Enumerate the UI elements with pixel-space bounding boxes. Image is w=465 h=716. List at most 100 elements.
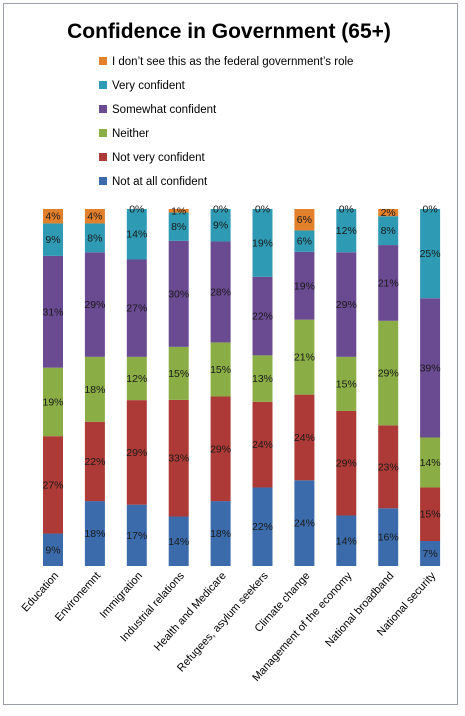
bar-segment-not-at-all-confident-education: [43, 533, 63, 566]
bar-segment-i-don-t-see-this-as-the-federal-government-s-role-education: [43, 209, 63, 224]
legend-swatch-not-at-all-confident: [99, 177, 107, 185]
bar-segment-not-very-confident-national-broadband: [378, 425, 399, 509]
data-label-somewhat-confident-health-and-medicare: 28%: [210, 286, 231, 298]
bar-segment-not-at-all-confident-health-and-medicare: [210, 501, 231, 566]
plot-area: 9% 27% 19% 31% 9% 4% 18% 22% 18% 29% 8% 4% 17% 29% 12%…: [42, 204, 441, 566]
data-label-neither-national-broadband: 29%: [378, 368, 399, 380]
data-label-not-very-confident-refugees-asylum-seekers: 24%: [252, 439, 273, 451]
data-label-somewhat-confident-national-broadband: 21%: [378, 277, 399, 289]
bar-segment-not-at-all-confident-national-security: [420, 541, 441, 566]
bar-segment-neither-health-and-medicare: [210, 342, 231, 397]
data-label-not-very-confident-national-broadband: 23%: [378, 461, 399, 473]
bar-segment-not-very-confident-health-and-medicare: [210, 396, 231, 502]
chart-title: Confidence in Government (65+): [67, 20, 391, 43]
data-label-neither-refugees-asylum-seekers: 13%: [252, 373, 273, 385]
data-label-somewhat-confident-refugees-asylum-seekers: 22%: [252, 311, 273, 323]
bar-segment-neither-management-of-the-economy: [336, 356, 357, 411]
category-label-health-and-medicare: Health and Medicare: [152, 570, 229, 653]
data-label-not-at-all-confident-national-broadband: 16%: [378, 532, 399, 544]
bar-segment-somewhat-confident-education: [43, 255, 63, 368]
data-label-not-at-all-confident-education: 9%: [45, 544, 60, 556]
bar-segment-somewhat-confident-management-of-the-economy: [336, 252, 357, 357]
data-label-neither-management-of-the-economy: 15%: [336, 378, 357, 390]
data-label-not-at-all-confident-environemnt: 18%: [84, 528, 105, 540]
bar-segment-not-at-all-confident-climate-change: [294, 480, 315, 566]
data-label-not-at-all-confident-industrial-relations: 14%: [168, 536, 189, 548]
data-label-somewhat-confident-management-of-the-economy: 29%: [336, 299, 357, 311]
bar-segment-very-confident-national-broadband: [378, 216, 399, 246]
bar-segment-neither-climate-change: [294, 319, 315, 395]
bar-segment-very-confident-health-and-medicare: [210, 209, 231, 242]
data-label-i-don-t-see-this-as-the-federal-government-s-role-national-security: 0%: [423, 204, 438, 216]
data-label-not-at-all-confident-management-of-the-economy: 14%: [336, 535, 357, 547]
bar-segment-neither-education: [43, 367, 63, 437]
data-label-very-confident-health-and-medicare: 9%: [213, 220, 228, 232]
data-label-not-very-confident-industrial-relations: 33%: [168, 453, 189, 465]
bar-segment-somewhat-confident-immigration: [126, 259, 147, 357]
data-label-i-don-t-see-this-as-the-federal-government-s-role-education: 4%: [45, 211, 60, 223]
data-label-somewhat-confident-education: 31%: [42, 306, 63, 318]
data-label-neither-industrial-relations: 15%: [168, 368, 189, 380]
data-label-very-confident-environemnt: 8%: [87, 232, 102, 244]
category-label-education: Education: [20, 570, 62, 614]
data-label-neither-health-and-medicare: 15%: [210, 364, 231, 376]
bar-segment-very-confident-environemnt: [84, 223, 105, 253]
bar-segment-somewhat-confident-industrial-relations: [168, 240, 189, 347]
data-label-not-very-confident-education: 27%: [42, 479, 63, 491]
chart-frame: Confidence in Government (65+) I don’t s…: [3, 3, 458, 705]
data-label-somewhat-confident-immigration: 27%: [126, 303, 147, 315]
bar-segment-very-confident-national-security: [420, 209, 441, 299]
bar-segment-very-confident-refugees-asylum-seekers: [252, 209, 273, 277]
data-label-neither-education: 19%: [42, 396, 63, 408]
data-label-i-don-t-see-this-as-the-federal-government-s-role-climate-change: 6%: [297, 214, 312, 226]
data-label-very-confident-education: 9%: [45, 234, 60, 246]
data-label-i-don-t-see-this-as-the-federal-government-s-role-immigration: 0%: [129, 204, 144, 216]
legend-swatch-neither: [99, 129, 107, 137]
legend-label-very-confident: Very confident: [112, 80, 186, 92]
legend-label-somewhat-confident: Somewhat confident: [112, 104, 217, 116]
data-label-neither-climate-change: 21%: [294, 352, 315, 364]
data-label-not-at-all-confident-health-and-medicare: 18%: [210, 528, 231, 540]
category-axis: EducationEnvironemntImmigrationIndustria…: [20, 570, 439, 684]
data-label-somewhat-confident-environemnt: 29%: [84, 299, 105, 311]
data-label-neither-national-security: 14%: [420, 457, 441, 469]
data-label-i-don-t-see-this-as-the-federal-government-s-role-health-and-medicare: 0%: [213, 204, 228, 216]
bar-segment-not-at-all-confident-refugees-asylum-seekers: [252, 487, 273, 566]
data-label-i-don-t-see-this-as-the-federal-government-s-role-management-of-the-economy: 0%: [339, 204, 354, 216]
legend-swatch-i-don-t-see-this-as-the-federal-government-s-role: [99, 57, 107, 65]
bar-segment-neither-environemnt: [84, 356, 105, 422]
data-label-very-confident-climate-change: 6%: [297, 236, 312, 248]
data-label-neither-immigration: 12%: [126, 373, 147, 385]
bar-segment-very-confident-management-of-the-economy: [336, 209, 357, 253]
bar-segment-very-confident-immigration: [126, 209, 147, 260]
bar-segment-very-confident-industrial-relations: [168, 212, 189, 241]
legend-label-not-at-all-confident: Not at all confident: [112, 176, 208, 188]
data-label-somewhat-confident-climate-change: 19%: [294, 280, 315, 292]
bar-segment-i-don-t-see-this-as-the-federal-government-s-role-national-broadband: [378, 209, 399, 217]
bar-segment-i-don-t-see-this-as-the-federal-government-s-role-environemnt: [84, 209, 105, 224]
bar-segment-not-very-confident-national-security: [420, 487, 441, 542]
data-label-not-very-confident-environemnt: 22%: [84, 456, 105, 468]
data-label-i-don-t-see-this-as-the-federal-government-s-role-industrial-relations: 1%: [171, 205, 186, 217]
data-label-very-confident-management-of-the-economy: 12%: [336, 225, 357, 237]
bar-segment-neither-national-security: [420, 437, 441, 488]
bar-segment-neither-refugees-asylum-seekers: [252, 355, 273, 402]
data-label-very-confident-national-security: 25%: [420, 248, 441, 260]
bar-segment-not-very-confident-environemnt: [84, 421, 105, 502]
data-label-not-very-confident-immigration: 29%: [126, 447, 147, 459]
bar-segment-neither-immigration: [126, 356, 147, 401]
legend-swatch-somewhat-confident: [99, 105, 107, 113]
data-label-not-very-confident-health-and-medicare: 29%: [210, 443, 231, 455]
legend: I don’t see this as the federal governme…: [99, 56, 353, 188]
bar-segment-neither-national-broadband: [378, 320, 399, 426]
bar-segment-i-don-t-see-this-as-the-federal-government-s-role-industrial-relations: [168, 209, 189, 213]
data-label-not-very-confident-national-security: 15%: [420, 509, 441, 521]
data-label-very-confident-national-broadband: 8%: [381, 225, 396, 237]
data-label-i-don-t-see-this-as-the-federal-government-s-role-national-broadband: 2%: [381, 207, 396, 219]
bar-segment-i-don-t-see-this-as-the-federal-government-s-role-climate-change: [294, 209, 315, 231]
data-label-very-confident-immigration: 14%: [126, 229, 147, 241]
data-label-neither-environemnt: 18%: [84, 384, 105, 396]
bar-segment-very-confident-climate-change: [294, 230, 315, 252]
bar-segment-not-at-all-confident-national-broadband: [378, 508, 399, 566]
data-label-i-don-t-see-this-as-the-federal-government-s-role-environemnt: 4%: [87, 211, 102, 223]
